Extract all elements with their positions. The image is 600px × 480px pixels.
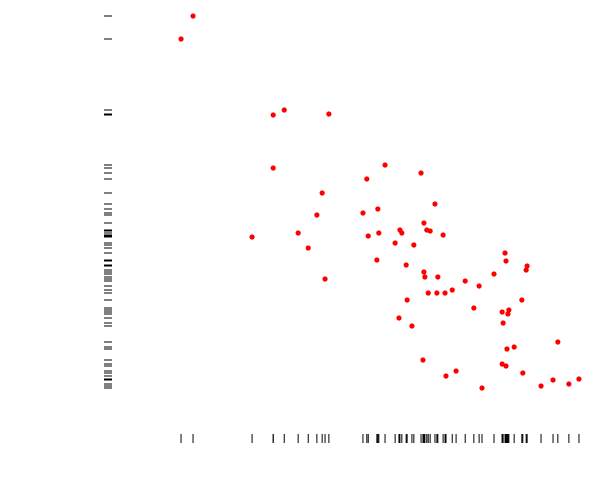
point [491, 271, 497, 277]
point [178, 36, 184, 42]
point [500, 320, 506, 326]
point [190, 13, 196, 19]
point [503, 258, 509, 264]
point [435, 274, 441, 280]
point [270, 165, 276, 171]
point [421, 269, 427, 275]
point [396, 315, 402, 321]
point [443, 373, 449, 379]
point [375, 206, 381, 212]
point [503, 363, 509, 369]
point [295, 230, 301, 236]
point [281, 107, 287, 113]
point [432, 201, 438, 207]
point [511, 344, 517, 350]
point [314, 212, 320, 218]
point [409, 323, 415, 329]
point [550, 377, 556, 383]
point [360, 210, 366, 216]
point [420, 357, 426, 363]
point [322, 276, 328, 282]
point [382, 162, 388, 168]
point [538, 383, 544, 389]
point [576, 376, 582, 382]
point [506, 307, 512, 313]
point [427, 228, 433, 234]
point [499, 361, 505, 367]
point [520, 370, 526, 376]
point [440, 232, 446, 238]
point [434, 290, 440, 296]
point [499, 309, 505, 315]
point [364, 176, 370, 182]
point [392, 240, 398, 246]
point [326, 111, 332, 117]
point [365, 233, 371, 239]
point [305, 245, 311, 251]
point [376, 230, 382, 236]
point [462, 278, 468, 284]
point [476, 283, 482, 289]
point [442, 290, 448, 296]
point [422, 274, 428, 280]
point [399, 230, 405, 236]
point [425, 290, 431, 296]
point [270, 112, 276, 118]
point [404, 297, 410, 303]
point [449, 287, 455, 293]
point [374, 257, 380, 263]
point [319, 190, 325, 196]
point [249, 234, 255, 240]
point [502, 250, 508, 256]
point [418, 170, 424, 176]
point [504, 346, 510, 352]
point [421, 220, 427, 226]
point [555, 339, 561, 345]
point [505, 311, 511, 317]
point [566, 381, 572, 387]
point [471, 305, 477, 311]
point [523, 267, 529, 273]
point [453, 368, 459, 374]
point [411, 242, 417, 248]
point [479, 385, 485, 391]
point [403, 262, 409, 268]
point [519, 297, 525, 303]
point [524, 263, 530, 269]
